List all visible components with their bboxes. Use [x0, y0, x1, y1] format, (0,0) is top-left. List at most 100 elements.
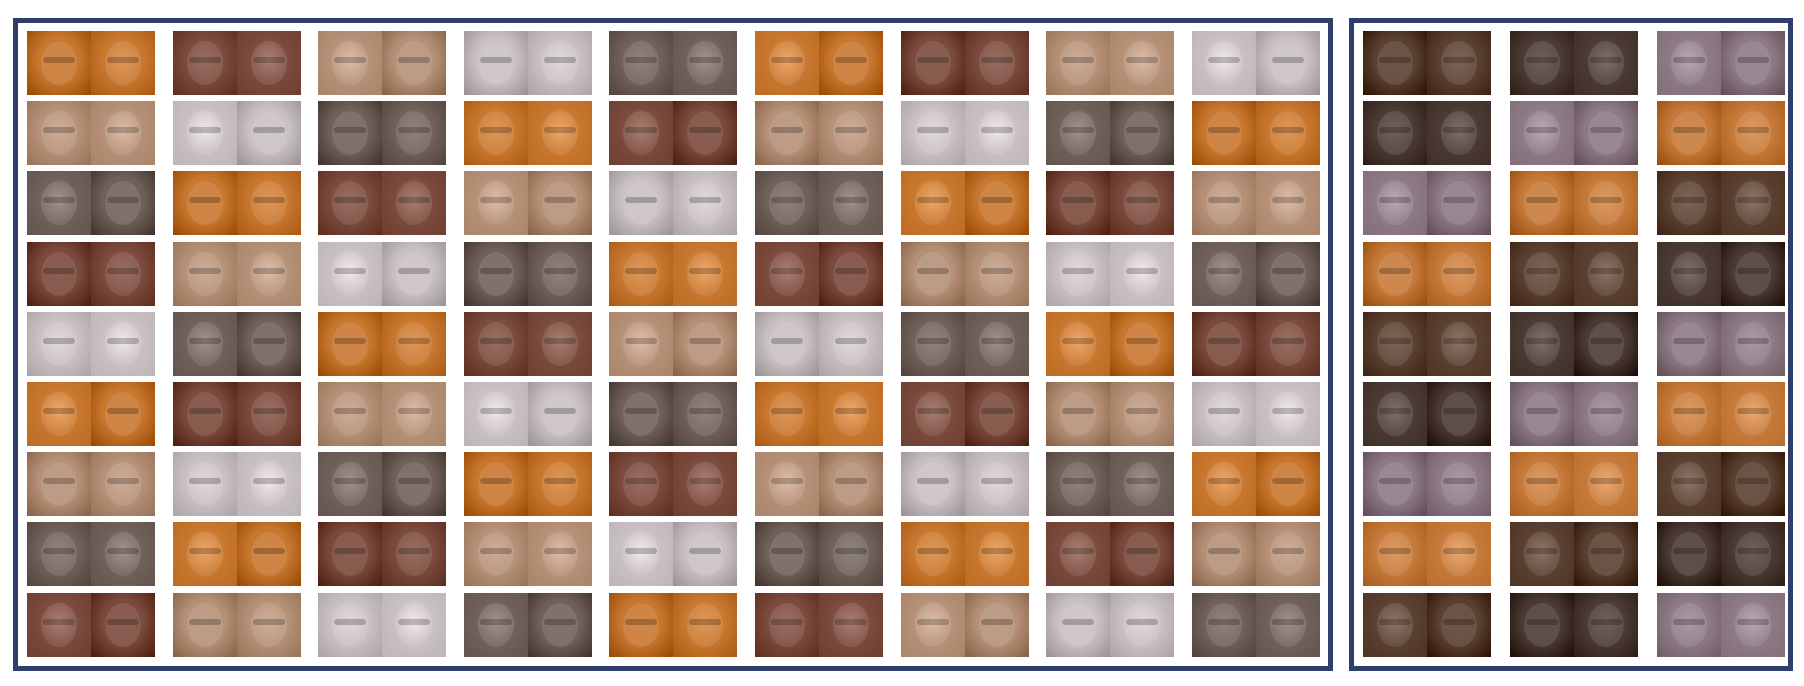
face-image-query	[1363, 311, 1427, 376]
face-pair	[27, 171, 155, 236]
face-image-query	[1363, 522, 1427, 587]
face-pair	[1046, 592, 1175, 657]
face-pair	[27, 382, 155, 446]
face-pair	[755, 101, 883, 166]
face-pair	[1510, 311, 1638, 376]
face-pair	[1657, 101, 1785, 166]
face-pair	[1657, 171, 1785, 236]
face-pair	[318, 171, 447, 236]
face-pair	[755, 382, 883, 446]
face-image-match	[382, 452, 447, 517]
face-image-query	[609, 171, 674, 236]
face-image-match	[1721, 31, 1785, 95]
face-pair	[172, 382, 301, 446]
face-image-match	[382, 31, 447, 95]
face-image-query	[755, 241, 819, 306]
face-pair	[27, 592, 155, 657]
face-image-match	[91, 101, 155, 166]
face-pair	[1191, 311, 1320, 376]
face-pair	[609, 31, 738, 95]
face-image-query	[318, 592, 383, 657]
face-image-query	[1191, 101, 1256, 166]
face-image-query	[1510, 522, 1574, 587]
face-image-match	[1574, 241, 1638, 306]
face-image-match	[1110, 311, 1175, 376]
face-image-query	[27, 382, 91, 446]
face-image-query	[900, 31, 965, 95]
face-image-match	[91, 382, 155, 446]
face-pair	[318, 31, 447, 95]
face-pair	[1510, 382, 1638, 446]
face-pair	[609, 311, 738, 376]
face-image-query	[1046, 382, 1111, 446]
face-pair	[900, 171, 1029, 236]
face-image-match	[673, 171, 738, 236]
face-pair	[27, 452, 155, 517]
face-image-match	[1574, 171, 1638, 236]
face-pair	[1363, 592, 1491, 657]
face-image-match	[236, 31, 301, 95]
face-image-match	[1255, 241, 1320, 306]
face-image-match	[382, 241, 447, 306]
face-image-query	[318, 101, 383, 166]
face-image-query	[900, 382, 965, 446]
face-pair	[609, 241, 738, 306]
face-pair	[463, 241, 592, 306]
face-pair	[463, 171, 592, 236]
face-image-query	[1191, 31, 1256, 95]
face-image-query	[609, 452, 674, 517]
face-image-query	[1510, 31, 1574, 95]
face-image-match	[1427, 101, 1491, 166]
face-image-match	[236, 382, 301, 446]
face-image-match	[1574, 452, 1638, 517]
face-image-query	[1046, 311, 1111, 376]
face-image-match	[1110, 522, 1175, 587]
face-pair	[27, 311, 155, 376]
face-pair	[463, 311, 592, 376]
face-pair	[900, 522, 1029, 587]
face-pair	[27, 522, 155, 587]
face-pair	[1191, 171, 1320, 236]
face-image-match	[1110, 171, 1175, 236]
face-image-match	[1574, 592, 1638, 657]
face-image-query	[900, 522, 965, 587]
face-pair	[463, 101, 592, 166]
face-image-query	[463, 241, 528, 306]
face-image-match	[1110, 382, 1175, 446]
face-image-match	[382, 522, 447, 587]
face-pair	[318, 241, 447, 306]
face-image-query	[27, 311, 91, 376]
face-image-query	[1657, 101, 1721, 166]
face-image-query	[1657, 31, 1721, 95]
face-image-match	[382, 382, 447, 446]
face-pair	[755, 31, 883, 95]
face-image-match	[673, 592, 738, 657]
face-image-query	[1657, 452, 1721, 517]
right-panel	[1349, 18, 1793, 671]
face-image-query	[609, 31, 674, 95]
face-image-match	[1110, 592, 1175, 657]
face-image-match	[673, 241, 738, 306]
face-image-query	[755, 592, 819, 657]
face-image-match	[1427, 522, 1491, 587]
face-image-match	[819, 452, 883, 517]
face-image-match	[1110, 452, 1175, 517]
face-pair	[1363, 241, 1491, 306]
face-image-match	[673, 382, 738, 446]
face-pair	[172, 171, 301, 236]
face-image-query	[1363, 31, 1427, 95]
face-image-query	[172, 452, 237, 517]
face-pair	[463, 452, 592, 517]
face-pair	[1046, 311, 1175, 376]
face-image-match	[236, 241, 301, 306]
face-image-match	[1721, 171, 1785, 236]
face-image-match	[1721, 522, 1785, 587]
face-pair	[755, 171, 883, 236]
face-image-query	[1191, 592, 1256, 657]
face-pair	[27, 31, 155, 95]
face-image-query	[900, 171, 965, 236]
face-image-match	[964, 171, 1029, 236]
face-pair	[609, 592, 738, 657]
face-pair	[1657, 452, 1785, 517]
face-image-query	[1363, 452, 1427, 517]
